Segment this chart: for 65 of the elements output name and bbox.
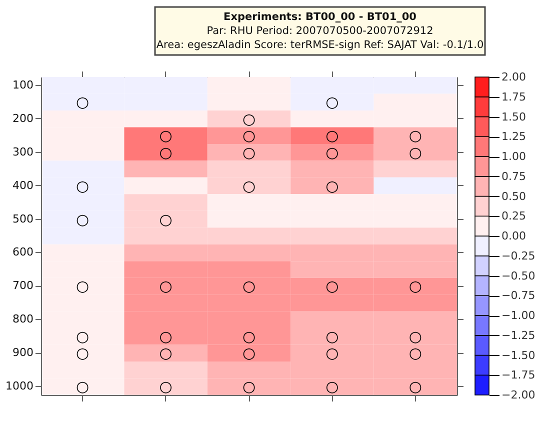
y-tick-label: 900 xyxy=(12,346,34,360)
color-bar-label: 1.00 xyxy=(502,150,526,163)
data-label: ○ xyxy=(326,143,339,162)
data-label: ○ xyxy=(159,327,172,346)
chart-subtitle: Par: RHU Period: 2007070500-2007072912 Area: egeszAladin Score: terRMSE-sign Ref: SAJAT Val: -0.1/1.0 xyxy=(156,25,484,51)
y-tick-label: 100 xyxy=(12,78,34,92)
data-label: ○ xyxy=(242,327,256,346)
data-label: ○ xyxy=(159,126,172,145)
color-bar-label: −2.00 xyxy=(502,388,536,402)
y-tick-label: 500 xyxy=(12,212,34,226)
data-label: ○ xyxy=(76,93,90,112)
data-label: ○ xyxy=(242,176,256,195)
data-label: ○ xyxy=(326,93,339,112)
y-tick-label: 800 xyxy=(12,312,34,326)
data-label: ○ xyxy=(159,143,172,162)
data-label: ○ xyxy=(408,126,422,145)
color-bar-label: −0.50 xyxy=(502,269,536,282)
data-label: ○ xyxy=(408,143,422,162)
y-tick-label: 200 xyxy=(12,112,34,125)
data-label: ○ xyxy=(242,126,256,145)
data-label: ○ xyxy=(326,327,339,346)
color-bar-label: 0.00 xyxy=(502,230,526,242)
data-label: ○ xyxy=(326,378,339,396)
data-label: ○ xyxy=(76,344,90,362)
data-label: ○ xyxy=(76,327,90,346)
y-tick-label: 400 xyxy=(12,178,34,192)
data-label: ○ xyxy=(76,378,90,396)
color-bar-label: 0.25 xyxy=(502,210,526,223)
y-tick-label: 700 xyxy=(12,279,34,292)
color-bar-label: 2.00 xyxy=(502,70,526,84)
data-label: ○ xyxy=(159,277,172,296)
color-bar-label: 1.50 xyxy=(502,110,526,124)
data-label: ○ xyxy=(76,210,90,228)
data-label: ○ xyxy=(408,378,422,396)
y-tick-label: 300 xyxy=(12,145,34,158)
data-label: ○ xyxy=(326,277,339,296)
data-label: ○ xyxy=(76,176,90,195)
data-label: ○ xyxy=(242,143,256,162)
data-label: ○ xyxy=(159,378,172,396)
data-label: ○ xyxy=(326,126,339,145)
data-label: ○ xyxy=(408,277,422,296)
data-label: ○ xyxy=(242,344,256,362)
data-label: ○ xyxy=(408,327,422,346)
chart-title: Experiments: BT00_00 - BT01_00 xyxy=(224,11,416,23)
color-bar-label: 0.75 xyxy=(502,170,526,183)
data-label: ○ xyxy=(76,277,90,296)
data-label: ○ xyxy=(408,344,422,362)
data-label: ○ xyxy=(242,110,256,128)
color-bar-label: −1.50 xyxy=(502,348,536,362)
color-bar-label: −1.75 xyxy=(502,368,536,382)
color-bar-label: 0.50 xyxy=(502,190,526,203)
data-label: ○ xyxy=(159,344,172,362)
data-label: ○ xyxy=(159,210,172,228)
color-bar-label: 1.25 xyxy=(502,130,526,144)
color-bar-label: −0.25 xyxy=(502,249,536,262)
color-bar-label: −0.75 xyxy=(502,289,536,302)
data-label: ○ xyxy=(326,344,339,362)
color-bar-label: −1.00 xyxy=(502,309,536,322)
data-label: ○ xyxy=(242,277,256,296)
data-label: ○ xyxy=(326,176,339,195)
color-bar-label: 1.75 xyxy=(502,90,526,104)
color-bar-label: −1.25 xyxy=(502,328,536,342)
y-tick-label: 1000 xyxy=(6,380,34,393)
y-tick-label: 600 xyxy=(12,246,34,259)
data-label: ○ xyxy=(242,378,256,396)
